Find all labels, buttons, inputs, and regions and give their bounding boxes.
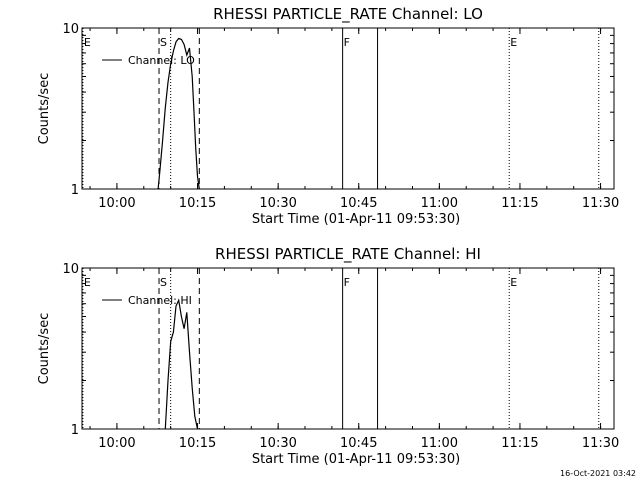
ch1-x-tick-label-6: 11:30	[582, 436, 619, 451]
ch1-marker-label-1: S	[160, 276, 167, 289]
ch1-y-tick-label-0: 1	[71, 423, 79, 438]
ch0-x-axis-label: Start Time (01-Apr-11 09:53:30)	[252, 212, 460, 227]
ch0-marker-label-4: F	[344, 36, 350, 49]
ch0-marker-label-6: E	[510, 36, 517, 49]
ch0-x-tick-label-2: 10:30	[259, 196, 296, 211]
ch0-x-tick-label-6: 11:30	[582, 196, 619, 211]
ch0-x-tick-label-0: 10:00	[98, 196, 135, 211]
ch1-title: RHESSI PARTICLE_RATE Channel: HI	[215, 245, 481, 264]
ch1-x-tick-label-3: 10:45	[340, 436, 377, 451]
ch1-x-tick-label-2: 10:30	[259, 436, 296, 451]
ch1-x-axis-label: Start Time (01-Apr-11 09:53:30)	[252, 452, 460, 467]
ch1-series-line	[164, 298, 199, 430]
ch0-series-line	[157, 37, 200, 190]
ch0-x-tick-label-3: 10:45	[340, 196, 377, 211]
ch0-y-tick-label-0: 1	[71, 183, 79, 198]
ch1-x-tick-label-5: 11:15	[501, 436, 538, 451]
ch1-legend-label: Channel: HI	[128, 294, 192, 307]
plot-channel-hi: RHESSI PARTICLE_RATE Channel: HI E S F E 10:0…	[37, 245, 619, 467]
ch1-marker-label-4: F	[344, 276, 350, 289]
ch0-title: RHESSI PARTICLE_RATE Channel: LO	[213, 5, 483, 24]
ch0-axes-frame	[81, 27, 615, 190]
ch0-marker-label-0: E	[84, 36, 91, 49]
ch0-x-tick-label-5: 11:15	[501, 196, 538, 211]
footer-timestamp: 16-Oct-2021 03:42	[560, 469, 636, 478]
ch1-y-tick-label-1: 10	[62, 262, 79, 277]
ch1-x-tick-label-0: 10:00	[98, 436, 135, 451]
ch0-x-tick-label-1: 10:15	[179, 196, 216, 211]
ch1-marker-label-0: E	[84, 276, 91, 289]
ch1-x-tick-label-1: 10:15	[179, 436, 216, 451]
ch0-marker-label-1: S	[160, 36, 167, 49]
ch0-x-tick-label-4: 11:00	[421, 196, 458, 211]
ch1-x-tick-label-4: 11:00	[421, 436, 458, 451]
ch0-y-tick-label-1: 10	[62, 22, 79, 37]
ch1-marker-label-6: E	[510, 276, 517, 289]
ch1-axes-frame	[81, 267, 615, 430]
plot-channel-lo: RHESSI PARTICLE_RATE Channel: LO E S F E 10:0…	[37, 5, 619, 227]
ch0-y-axis-label: Counts/sec	[37, 73, 52, 145]
ch0-legend-label: Channel: LO	[128, 54, 195, 67]
ch1-y-axis-label: Counts/sec	[37, 313, 52, 385]
